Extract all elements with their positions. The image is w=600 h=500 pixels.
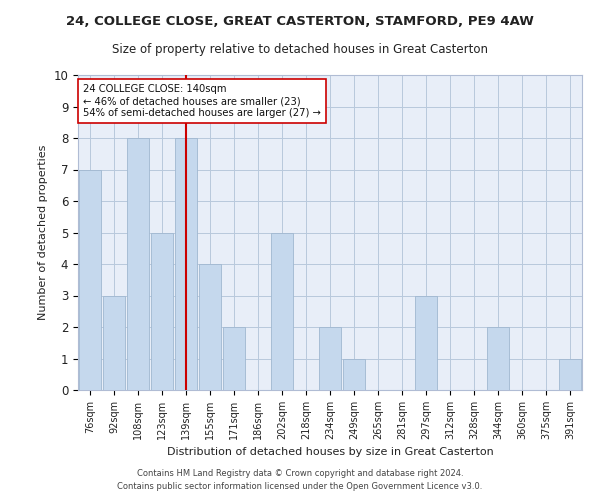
Text: Contains public sector information licensed under the Open Government Licence v3: Contains public sector information licen… [118, 482, 482, 491]
Y-axis label: Number of detached properties: Number of detached properties [38, 145, 48, 320]
Bar [487, 327, 509, 390]
Bar [559, 358, 581, 390]
Bar [199, 264, 221, 390]
Text: Size of property relative to detached houses in Great Casterton: Size of property relative to detached ho… [112, 42, 488, 56]
Bar [415, 296, 437, 390]
Text: Contains HM Land Registry data © Crown copyright and database right 2024.: Contains HM Land Registry data © Crown c… [137, 468, 463, 477]
Bar [343, 358, 365, 390]
Bar [151, 232, 173, 390]
Text: 24 COLLEGE CLOSE: 140sqm
← 46% of detached houses are smaller (23)
54% of semi-d: 24 COLLEGE CLOSE: 140sqm ← 46% of detach… [83, 84, 321, 117]
Bar [175, 138, 197, 390]
Bar [127, 138, 149, 390]
Bar [223, 327, 245, 390]
Bar [319, 327, 341, 390]
Bar [103, 296, 125, 390]
Text: 24, COLLEGE CLOSE, GREAT CASTERTON, STAMFORD, PE9 4AW: 24, COLLEGE CLOSE, GREAT CASTERTON, STAM… [66, 15, 534, 28]
X-axis label: Distribution of detached houses by size in Great Casterton: Distribution of detached houses by size … [167, 448, 493, 458]
Bar [79, 170, 101, 390]
Bar [271, 232, 293, 390]
